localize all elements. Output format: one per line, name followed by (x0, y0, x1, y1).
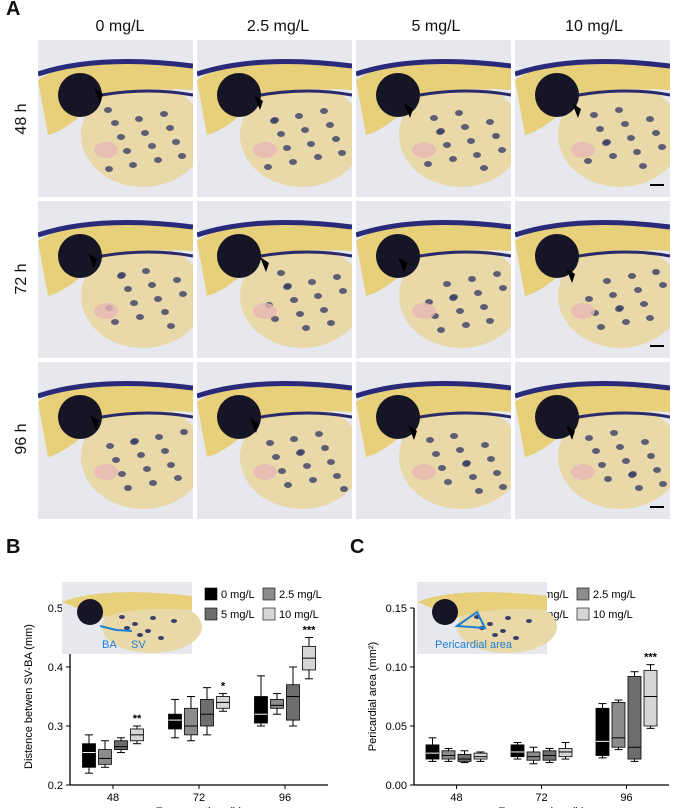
arrowhead-icon (250, 418, 259, 433)
box-25mgL-72 (526, 751, 541, 761)
box-25mgL-48 (441, 750, 456, 760)
arrowhead-icon (90, 415, 99, 430)
arrowhead-icon (260, 257, 269, 272)
legend-label: 0 mg/L (221, 589, 255, 601)
larva-image-r0-c1 (197, 40, 352, 197)
larva-image-r1-c1 (197, 201, 352, 358)
box-25mgL-72 (184, 707, 198, 736)
arrowhead-icon (254, 95, 263, 110)
significance-mark: *** (303, 625, 317, 637)
legend-label: 10 mg/L (279, 609, 319, 621)
inset-image: BA SV (62, 582, 202, 654)
arrowhead-icon (566, 268, 575, 283)
x-tick-label: 96 (620, 792, 632, 804)
y-tick-label: 0.5 (48, 603, 63, 615)
box-0mgL-48 (425, 744, 440, 760)
col-label-5: 5 mg/L (411, 18, 461, 35)
larva-image-r0-c3 (515, 40, 670, 197)
y-axis-label: Pericardial area (mm²) (367, 642, 379, 751)
y-tick-label: 0.10 (386, 662, 407, 674)
arrowhead-icon (408, 425, 417, 440)
legend-swatch (204, 607, 218, 621)
larva-image-r2-c1 (197, 362, 352, 519)
chart-b: 0.2 0.3 0.4 0.5 Distence betwen SV-BA (mm) Ex… (23, 582, 328, 808)
larva-image-r1-c2 (356, 201, 511, 358)
significance-mark: ** (133, 713, 142, 725)
inset-label-sv: SV (131, 639, 146, 651)
panel-a-letter: A (6, 0, 21, 20)
box-5mgL-48 (457, 753, 472, 762)
x-tick-label: 72 (535, 792, 547, 804)
larva-image-r2-c0 (38, 362, 193, 519)
col-label-0: 0 mg/L (95, 18, 145, 35)
x-axis-label: Exposure time (h) (156, 806, 243, 808)
x-tick-label: 48 (107, 792, 119, 804)
x-tick-label: 72 (193, 792, 205, 804)
y-tick-label: 0.00 (386, 780, 407, 792)
box-10mgL-96 (643, 670, 658, 727)
y-axis-label: Distence betwen SV-BA (mm) (23, 624, 35, 769)
larva-image-r1-c3 (515, 201, 670, 358)
box-25mgL-48 (98, 749, 112, 765)
box-0mgL-96 (595, 707, 610, 756)
box-25mgL-96 (270, 699, 284, 709)
row-label-48: 48 h (13, 103, 30, 135)
y-tick-label: 0.3 (48, 721, 63, 733)
y-tick-label: 0.15 (386, 603, 407, 615)
larva-image-r0-c2 (356, 40, 511, 197)
legend-swatch (576, 607, 590, 621)
arrowhead-icon (572, 103, 581, 118)
inset-label-pericardial: Pericardial area (435, 639, 513, 651)
larva-image-r0-c0 (38, 40, 193, 197)
inset-image: Pericardial area (417, 582, 557, 654)
panel-c-letter: C (350, 536, 365, 558)
sv-ba-line (99, 625, 133, 632)
legend-swatch (576, 587, 590, 601)
significance-mark: *** (644, 652, 658, 664)
box-5mgL-96 (627, 676, 642, 760)
row-label-72: 72 h (13, 263, 30, 295)
legend-label: 10 mg/L (593, 609, 633, 621)
box-0mgL-48 (82, 743, 96, 768)
box-0mgL-72 (168, 713, 182, 730)
legend-swatch (262, 587, 276, 601)
y-tick-label: 0.05 (386, 721, 407, 733)
y-tick-label: 0.4 (48, 662, 63, 674)
box-0mgL-96 (254, 696, 268, 724)
box-5mgL-96 (286, 684, 300, 721)
legend-label: 5 mg/L (221, 609, 255, 621)
significance-mark: * (221, 681, 226, 693)
pericardial-outline (454, 610, 487, 630)
box-5mgL-72 (200, 699, 214, 727)
x-tick-label: 48 (450, 792, 462, 804)
legend-label: 2.5 mg/L (279, 589, 322, 601)
chart-c: 0.00 0.05 0.10 0.15 Pericardial area (mm²) Ex… (367, 582, 669, 808)
legend-label: 2.5 mg/L (593, 589, 636, 601)
box-0mgL-72 (510, 744, 525, 758)
panel-b-letter: B (6, 536, 21, 558)
y-tick-label: 0.2 (48, 780, 63, 792)
col-label-25: 2.5 mg/L (246, 18, 310, 35)
box-25mgL-96 (611, 701, 626, 748)
x-axis-label: Exposure time (h) (498, 806, 585, 808)
legend-swatch (204, 587, 218, 601)
arrowhead-icon (404, 103, 413, 118)
inset-label-ba: BA (102, 639, 117, 651)
larva-image-r1-c0 (38, 201, 193, 358)
larva-image-r2-c3 (515, 362, 670, 519)
legend-swatch (262, 607, 276, 621)
larva-image-r2-c2 (356, 362, 511, 519)
box-10mgL-72 (558, 748, 573, 758)
arrowhead-icon (566, 425, 575, 440)
col-label-10: 10 mg/L (565, 18, 623, 35)
box-10mgL-48 (473, 752, 488, 760)
arrowhead-icon (398, 257, 407, 272)
arrowhead-icon (88, 253, 97, 268)
row-label-96: 96 h (13, 423, 30, 455)
box-5mgL-48 (114, 740, 128, 750)
arrowhead-icon (94, 88, 103, 103)
x-tick-label: 96 (279, 792, 291, 804)
